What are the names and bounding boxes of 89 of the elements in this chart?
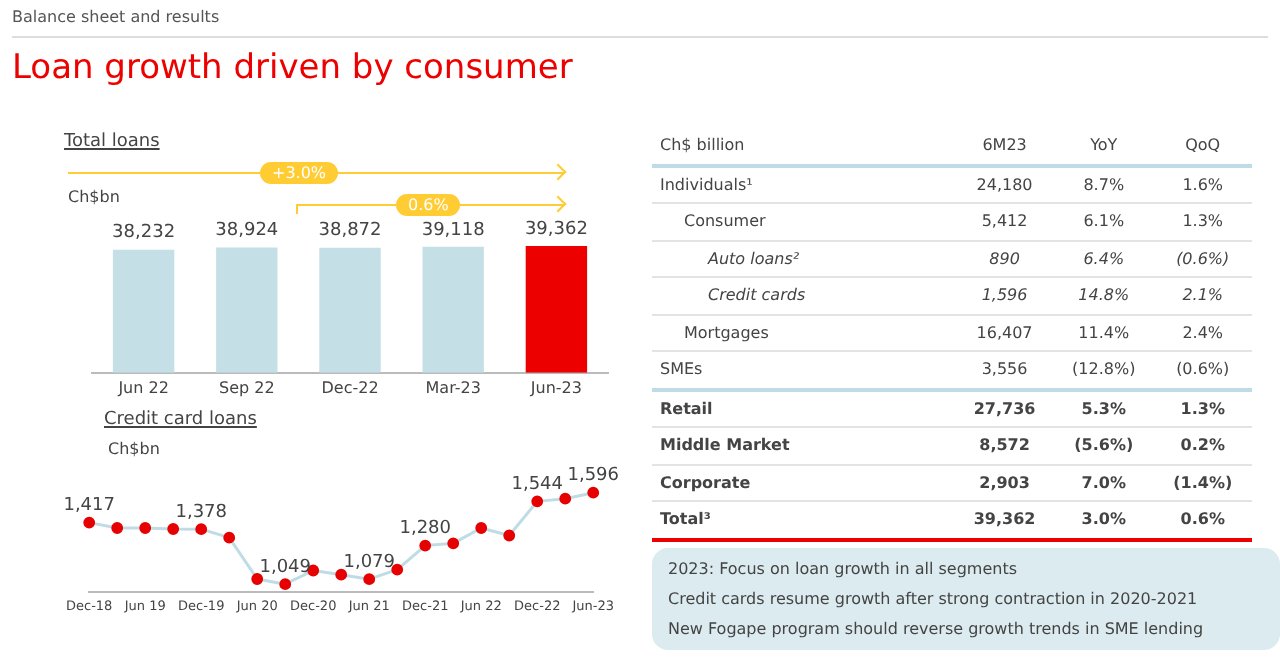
- data-label: 1.3%: [1153, 203, 1252, 240]
- point: [475, 522, 488, 534]
- data-label: 8,572: [955, 427, 1055, 464]
- data-label: 3.0%: [1054, 501, 1154, 539]
- data-label: (0.6%): [1153, 240, 1252, 277]
- data-label: 1,079: [343, 552, 396, 573]
- data-label: (12.8%): [1054, 351, 1154, 389]
- data-label: 6.4%: [1054, 240, 1154, 277]
- category-label: Mortgages: [652, 314, 956, 351]
- data-label: 1,544: [511, 475, 564, 496]
- point: [419, 539, 432, 552]
- data-label: 27,736: [955, 389, 1055, 427]
- data-label: (1.4%): [1153, 464, 1252, 501]
- data-label: 16,407: [955, 314, 1055, 351]
- point: [559, 492, 572, 505]
- data-label: 1,280: [399, 519, 452, 540]
- x-tick-label: Dec-22: [321, 378, 379, 397]
- text: New Fogape program should reverse growth trends in SME lending: [668, 618, 1206, 642]
- data-label: 5.3%: [1054, 389, 1154, 427]
- category-label: Auto loans²: [652, 240, 956, 277]
- point: [223, 531, 236, 544]
- data-label: 6.1%: [1054, 203, 1154, 240]
- category-label: SMEs: [652, 351, 956, 389]
- point: [531, 495, 544, 508]
- point: [111, 522, 124, 534]
- data-label: 38,232: [112, 223, 176, 244]
- text: YoY: [1054, 128, 1154, 165]
- point: [139, 522, 152, 534]
- text: 6M23: [955, 128, 1055, 165]
- data-label: 11.4%: [1054, 314, 1154, 351]
- x-tick-label: Jun 22: [116, 378, 169, 397]
- data-label: 1,596: [567, 466, 620, 487]
- chart-title: Credit card loans: [104, 410, 257, 430]
- data-label: 2.4%: [1153, 314, 1252, 351]
- data-label: 1.3%: [1153, 389, 1252, 427]
- point: [503, 529, 516, 542]
- category-label: Middle Market: [652, 427, 956, 464]
- data-label: 2,903: [955, 464, 1055, 501]
- data-label: 39,362: [955, 501, 1055, 539]
- data-label: 8.7%: [1054, 165, 1154, 203]
- text: Ch$ billion: [652, 128, 956, 165]
- text: QoQ: [1153, 128, 1252, 165]
- data-label: 1,417: [63, 496, 115, 517]
- text: +3.0%: [260, 162, 339, 184]
- point: [335, 568, 348, 581]
- point: [447, 537, 460, 550]
- point: [195, 523, 208, 536]
- data-label: 24,180: [955, 165, 1055, 203]
- x-tick-label: Jun-23: [528, 378, 582, 397]
- data-label: (5.6%): [1054, 427, 1154, 464]
- data-label: 38,872: [318, 221, 382, 242]
- data-label: 1.6%: [1153, 165, 1252, 203]
- data-label: 890: [955, 240, 1055, 277]
- data-label: 1,596: [955, 277, 1055, 314]
- data-label: 5,412: [955, 203, 1055, 240]
- x-tick-label: Mar-23: [425, 378, 481, 397]
- y-axis-title: Ch$bn: [108, 440, 160, 458]
- data-label: 3,556: [955, 351, 1055, 389]
- data-label: 1,378: [175, 502, 228, 523]
- text: 2023: Focus on loan growth in all segments: [668, 558, 1019, 582]
- category-label: Corporate: [652, 464, 956, 501]
- point: [167, 523, 180, 535]
- point: [83, 516, 96, 529]
- data-label: 39,362: [524, 219, 588, 240]
- data-label: 38,924: [215, 221, 279, 242]
- text: Credit cards resume growth after strong contraction in 2020-2021: [668, 588, 1200, 612]
- category-label: Credit cards: [652, 277, 956, 314]
- data-label: 0.2%: [1153, 427, 1252, 464]
- data-label: 14.8%: [1054, 277, 1154, 314]
- category-label: Individuals¹: [652, 165, 956, 203]
- point: [279, 578, 292, 591]
- point: [363, 573, 376, 586]
- chart-title: Total loans: [64, 132, 160, 152]
- data-label: 39,118: [421, 220, 486, 241]
- data-label: (0.6%): [1153, 351, 1252, 389]
- data-label: 1,049: [259, 557, 312, 578]
- x-tick-label: Sep 22: [218, 378, 275, 397]
- category-label: Total³: [652, 501, 956, 539]
- point: [251, 573, 264, 585]
- category-label: Retail: [652, 389, 956, 427]
- point: [587, 486, 600, 499]
- text: Loan growth driven by consumer: [12, 48, 573, 88]
- text: Balance sheet and results: [12, 8, 220, 26]
- y-axis-title: Ch$bn: [68, 188, 120, 206]
- data-label: 7.0%: [1054, 464, 1154, 501]
- data-label: 2.1%: [1153, 277, 1252, 314]
- text: 0.6%: [396, 194, 461, 216]
- data-label: 0.6%: [1153, 501, 1252, 539]
- category-label: Consumer: [652, 203, 956, 240]
